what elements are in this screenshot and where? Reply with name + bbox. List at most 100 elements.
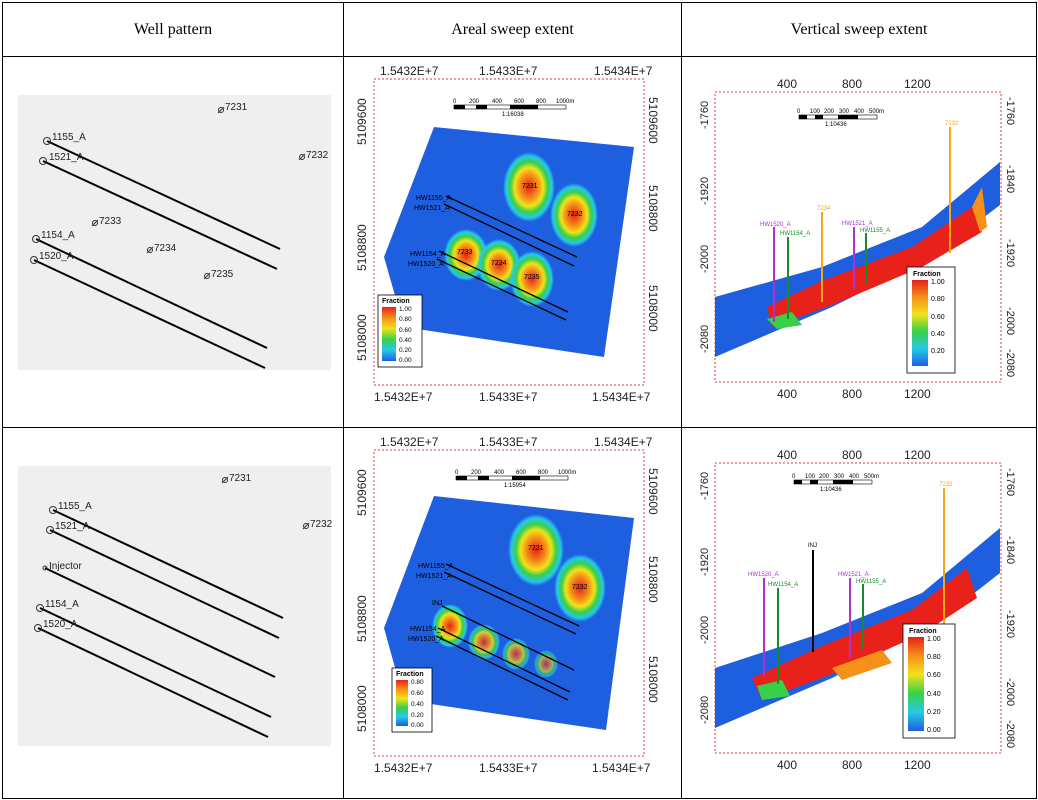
blob-label: 7234 (491, 260, 507, 267)
y-tick-right: -2000 (1004, 678, 1016, 706)
x-tick-bottom: 1.5432E+7 (374, 761, 433, 775)
well-pattern-panel-2: 7231 7232 1155_A 1521_A Injector 1154_A … (2, 427, 344, 799)
well-label-7234: 7234 (154, 243, 177, 254)
scale-tick: 200 (819, 474, 830, 480)
legend: Fraction 1.00 0.80 0.60 0.40 0.20 (906, 266, 956, 374)
horizontal-wells (33, 140, 281, 369)
vs-well-label: INJ (808, 543, 817, 549)
y-tick-left: -2080 (699, 696, 711, 724)
areal-well-label: HW1521_A (414, 205, 450, 212)
well-label-1521: 1521_A (49, 152, 84, 163)
y-tick-left: 5109600 (355, 98, 369, 145)
scale-ticks: 0 100 200 300 400 500m 1:10436 (792, 474, 879, 493)
y-tick-right: -1760 (1004, 97, 1016, 125)
section-band (715, 528, 1000, 728)
well-labels: HW1155_A HW1521_A HW1154_A HW1520_A 7231… (408, 183, 583, 281)
legend-tick: 1.00 (931, 279, 945, 286)
well-label-7232: 7232 (310, 519, 333, 530)
well-label-injector: Injector (49, 561, 82, 572)
vs-well-label: HW1520_A (748, 572, 779, 578)
x-tick-bottom: 1.5434E+7 (592, 390, 651, 404)
blob-label: 7232 (567, 211, 583, 218)
vs-well-label: HW1521_A (842, 221, 873, 227)
scale-tick: 100 (810, 109, 821, 115)
y-tick-left: -1920 (699, 177, 711, 205)
scale-tick: 500m (864, 474, 879, 480)
vs-well-label: 7232 (939, 482, 953, 488)
legend-tick: 0.60 (399, 327, 412, 334)
legend-tick: 0.40 (931, 331, 945, 338)
y-tick-left: -1760 (699, 101, 711, 129)
sweep-blob-inj-4 (534, 650, 558, 678)
y-tick-right: -1760 (1004, 468, 1016, 496)
well-label-7232: 7232 (306, 150, 329, 161)
vs-well-label: HW1154_A (768, 582, 798, 588)
legend-title: Fraction (396, 671, 424, 678)
horizontal-wells (37, 509, 284, 738)
legend-tick: 0.80 (927, 654, 941, 661)
areal-well-label: HW1520_A (408, 636, 444, 643)
y-tick-left: -2000 (699, 245, 711, 273)
well-label-7231: 7231 (229, 473, 252, 484)
sweep-blob-7235 (510, 251, 554, 307)
well-label-1520: 1520_A (43, 619, 78, 630)
y-tick-left: 5108800 (355, 224, 369, 271)
y-tick-right: -1920 (1004, 239, 1016, 267)
scale-ticks: 0 100 200 300 400 500m 1:10436 (797, 109, 884, 128)
well-label-7231: 7231 (225, 102, 248, 113)
x-tick-bottom: 1.5433E+7 (479, 761, 538, 775)
header-well-pattern: Well pattern (2, 2, 344, 57)
vertical-wells (763, 488, 945, 684)
legend-tick: 0.80 (399, 316, 412, 323)
vs-well-label: HW1154_A (780, 231, 810, 237)
x-tick-top: 1.5433E+7 (479, 435, 538, 449)
swept-area (384, 496, 634, 730)
swept-zone (752, 568, 977, 700)
sweep-blob-7234 (477, 239, 521, 291)
legend: Fraction 1.00 0.80 0.60 0.40 0.20 0.00 (377, 294, 423, 368)
legend-tick: 0.40 (399, 337, 412, 344)
well-trajectory-1155 (46, 140, 281, 250)
x-tick-bottom: 1.5432E+7 (374, 390, 433, 404)
sweep-blob-7231 (508, 514, 564, 586)
scale-tick: 800 (536, 99, 547, 105)
scale-tick: 400 (492, 99, 503, 105)
scale-tick: 0 (455, 470, 459, 476)
x-tick-top: 1.5434E+7 (594, 435, 653, 449)
well-label-1155: 1155_A (58, 501, 92, 512)
areal-well-label: HW1155_A (416, 195, 452, 202)
y-tick-right: 5108800 (646, 185, 660, 232)
well-heads (30, 137, 51, 264)
x-tick-top: 400 (777, 448, 797, 462)
vertical-sweep-panel-2: HW1520_A HW1154_A INJ HW1521_A HW1155_A … (681, 427, 1037, 799)
y-tick-left: 5108000 (355, 685, 369, 732)
vs-well-label: 7234 (817, 206, 831, 212)
map-background (18, 466, 331, 746)
legend-tick: 0.00 (399, 357, 412, 364)
areal-well-label: HW1520_A (408, 261, 444, 268)
vertical-sweep-section-1: HW1520_A HW1154_A 7234 HW1521_A HW1155_A… (699, 77, 1016, 401)
legend-tick: 0.80 (931, 296, 945, 303)
scale-tick: 200 (471, 470, 482, 476)
scale-tick: 0 (797, 109, 801, 115)
blob-label: 7235 (524, 274, 540, 281)
y-tick-left: 5108000 (355, 314, 369, 361)
areal-sweep-map-1: 0 200 400 600 800 1000m 1:16038 HW1155_A… (355, 64, 660, 404)
legend-tick: 0.60 (931, 314, 945, 321)
scale-tick: 1000m (556, 99, 574, 105)
vertical-well-labels: HW1520_A HW1154_A 7234 HW1521_A HW1155_A… (760, 121, 959, 237)
legend: Fraction 0.80 0.60 0.40 0.20 0.00 (391, 667, 433, 733)
legend-tick: 0.20 (411, 712, 424, 719)
scale-tick: 0 (453, 99, 457, 105)
x-tick-top: 1200 (904, 448, 931, 462)
map-background (18, 95, 331, 370)
legend-tick: 0.60 (411, 690, 424, 697)
legend-tick: 0.60 (927, 672, 941, 679)
y-tick-right: 5109600 (646, 97, 660, 144)
x-tick-bottom: 400 (777, 387, 797, 401)
vertical-well-symbols (221, 476, 310, 530)
vs-well-label: HW1155_A (860, 228, 890, 234)
well-label-1521: 1521_A (55, 521, 90, 532)
areal-sweep-panel-1: 0 200 400 600 800 1000m 1:16038 HW1155_A… (343, 56, 682, 428)
